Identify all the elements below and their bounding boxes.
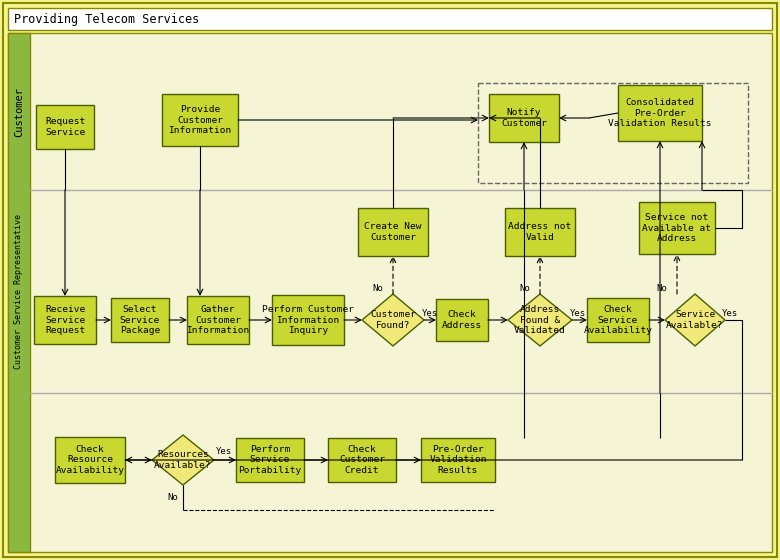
Text: Service
Available?: Service Available? [666, 310, 724, 330]
FancyBboxPatch shape [272, 295, 344, 345]
Text: Customer Service Representative: Customer Service Representative [15, 214, 23, 369]
Text: Yes: Yes [216, 447, 232, 456]
Text: Gather
Customer
Information: Gather Customer Information [186, 305, 250, 335]
Text: No: No [373, 283, 384, 292]
Text: Address
Found &
Validated: Address Found & Validated [514, 305, 566, 335]
Text: Perform Customer
Information
Inquiry: Perform Customer Information Inquiry [262, 305, 354, 335]
FancyBboxPatch shape [618, 85, 702, 141]
FancyBboxPatch shape [8, 33, 772, 552]
Text: Providing Telecom Services: Providing Telecom Services [14, 12, 199, 26]
Text: Resources
Available?: Resources Available? [154, 450, 211, 470]
Polygon shape [362, 294, 424, 346]
Text: Check
Resource
Availability: Check Resource Availability [55, 445, 125, 475]
Text: Provide
Customer
Information: Provide Customer Information [168, 105, 232, 136]
FancyBboxPatch shape [55, 437, 125, 483]
Text: Customer: Customer [14, 86, 24, 137]
Text: Service not
Available at
Address: Service not Available at Address [643, 213, 711, 243]
FancyBboxPatch shape [36, 105, 94, 149]
Text: Yes: Yes [422, 309, 438, 318]
Text: Receive
Service
Request: Receive Service Request [45, 305, 85, 335]
Text: Customer
Found?: Customer Found? [370, 310, 416, 330]
Text: Request
Service: Request Service [45, 117, 85, 137]
Text: Create New
Customer: Create New Customer [364, 222, 422, 242]
Polygon shape [508, 294, 572, 346]
FancyBboxPatch shape [111, 298, 169, 342]
Polygon shape [665, 294, 725, 346]
Text: Select
Service
Package: Select Service Package [120, 305, 160, 335]
FancyBboxPatch shape [187, 296, 249, 344]
FancyBboxPatch shape [34, 296, 96, 344]
FancyBboxPatch shape [3, 3, 777, 557]
FancyBboxPatch shape [8, 33, 30, 552]
Text: Pre-Order
Validation
Results: Pre-Order Validation Results [429, 445, 487, 475]
FancyBboxPatch shape [436, 299, 488, 341]
FancyBboxPatch shape [505, 208, 575, 256]
FancyBboxPatch shape [421, 438, 495, 482]
Text: Address not
Valid: Address not Valid [509, 222, 572, 242]
FancyBboxPatch shape [489, 94, 559, 142]
Text: Yes: Yes [722, 309, 738, 318]
Text: Check
Service
Availability: Check Service Availability [583, 305, 653, 335]
Text: Notify
Customer: Notify Customer [501, 108, 547, 128]
FancyBboxPatch shape [236, 438, 304, 482]
Text: Check
Address: Check Address [442, 310, 482, 330]
FancyBboxPatch shape [328, 438, 396, 482]
FancyBboxPatch shape [8, 8, 772, 30]
Text: Perform
Service
Portability: Perform Service Portability [239, 445, 302, 475]
FancyBboxPatch shape [587, 298, 649, 342]
FancyBboxPatch shape [639, 202, 715, 254]
Text: Check
Customer
Credit: Check Customer Credit [339, 445, 385, 475]
Text: Consolidated
Pre-Order
Validation Results: Consolidated Pre-Order Validation Result… [608, 98, 711, 128]
Text: No: No [168, 493, 179, 502]
Polygon shape [152, 435, 214, 485]
FancyBboxPatch shape [162, 94, 238, 146]
FancyBboxPatch shape [358, 208, 428, 256]
Text: No: No [519, 283, 530, 292]
Text: No: No [657, 283, 668, 292]
Text: Yes: Yes [570, 309, 586, 318]
